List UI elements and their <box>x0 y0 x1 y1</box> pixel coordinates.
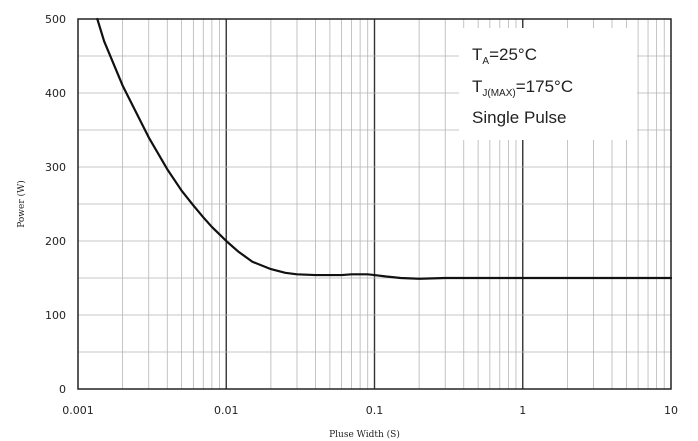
annotation-tj: TJ(MAX)=175°C <box>472 77 573 99</box>
x-tick-label: 10 <box>664 404 678 417</box>
x-axis-title: Pluse Width (S) <box>329 429 400 440</box>
series-line <box>96 17 673 280</box>
series-layer <box>96 17 673 280</box>
y-tick-label: 0 <box>59 383 66 396</box>
annotation-single-pulse: Single Pulse <box>472 108 567 127</box>
plot-frame <box>77 18 672 390</box>
annotation-ta: TA=25°C <box>472 45 537 67</box>
x-tick-label: 0.1 <box>366 404 384 417</box>
annotation-tj-rest: =175°C <box>516 77 573 96</box>
x-tick-label: 0.01 <box>214 404 239 417</box>
y-tick-label: 500 <box>45 13 66 26</box>
annotation-ta-main: T <box>472 45 482 64</box>
x-tick-label: 1 <box>519 404 526 417</box>
y-tick-label: 400 <box>45 87 66 100</box>
annotation-ta-sub: A <box>482 56 489 67</box>
y-axis-title: Power (W) <box>16 180 27 228</box>
y-tick-label: 300 <box>45 161 66 174</box>
annotation-tj-sub: J(MAX) <box>482 88 515 99</box>
annotation-ta-rest: =25°C <box>489 45 537 64</box>
y-tick-label: 200 <box>45 235 66 248</box>
annotation-tj-main: T <box>472 77 482 96</box>
annotation-background <box>459 28 637 140</box>
x-tick-label: 0.001 <box>62 404 94 417</box>
y-tick-label: 100 <box>45 309 66 322</box>
annotation-box: TA=25°C TJ(MAX)=175°C Single Pulse <box>459 28 637 140</box>
tick-labels: 0 100 200 300 400 500 0.001 0.01 0.1 1 10 <box>45 13 678 417</box>
